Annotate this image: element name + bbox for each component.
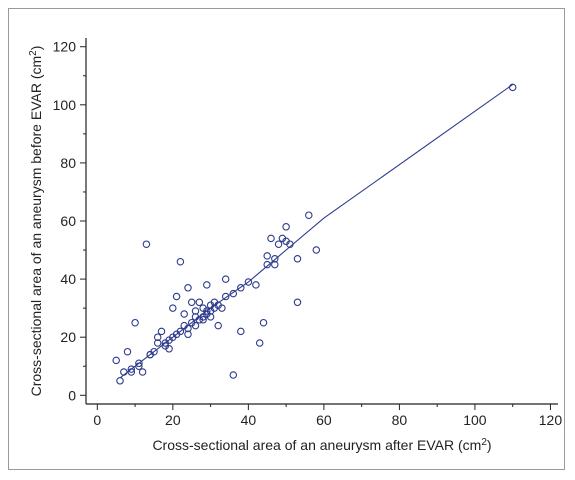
data-point — [223, 276, 229, 282]
y-tick-label: 100 — [53, 97, 77, 113]
data-point — [143, 241, 149, 247]
data-point — [124, 349, 130, 355]
data-point — [294, 256, 300, 262]
x-tick-label: 20 — [165, 412, 181, 428]
data-point — [117, 378, 123, 384]
data-point — [294, 299, 300, 305]
y-tick-label: 40 — [60, 271, 76, 287]
data-point — [196, 299, 202, 305]
data-point — [139, 369, 145, 375]
x-tick-label: 0 — [93, 412, 101, 428]
data-point — [173, 293, 179, 299]
y-tick-label: 60 — [60, 213, 76, 229]
y-tick-label: 0 — [68, 387, 76, 403]
data-point — [158, 328, 164, 334]
data-point — [132, 320, 138, 326]
y-tick-label: 120 — [53, 39, 77, 55]
data-point — [238, 328, 244, 334]
data-point — [268, 235, 274, 241]
data-point — [215, 322, 221, 328]
data-point — [181, 311, 187, 317]
x-axis-title: Cross-sectional area of an aneurysm afte… — [152, 437, 491, 453]
x-tick-label: 80 — [392, 412, 408, 428]
data-point — [313, 247, 319, 253]
data-point — [306, 212, 312, 218]
data-point — [260, 320, 266, 326]
x-tick-label: 120 — [539, 412, 563, 428]
x-tick-label: 100 — [463, 412, 487, 428]
data-point — [253, 282, 259, 288]
data-point — [283, 224, 289, 230]
y-tick-label: 20 — [60, 329, 76, 345]
data-point — [204, 282, 210, 288]
x-tick-label: 60 — [316, 412, 332, 428]
data-point — [121, 369, 127, 375]
data-point — [113, 357, 119, 363]
y-tick-label: 80 — [60, 155, 76, 171]
data-point — [177, 259, 183, 265]
data-point — [230, 372, 236, 378]
data-point — [185, 285, 191, 291]
data-point — [189, 299, 195, 305]
y-axis-title: Cross-sectional area of an aneurysm befo… — [28, 46, 44, 397]
x-tick-label: 40 — [241, 412, 257, 428]
data-point — [264, 253, 270, 259]
data-point — [257, 340, 263, 346]
data-point — [275, 241, 281, 247]
data-point — [170, 305, 176, 311]
